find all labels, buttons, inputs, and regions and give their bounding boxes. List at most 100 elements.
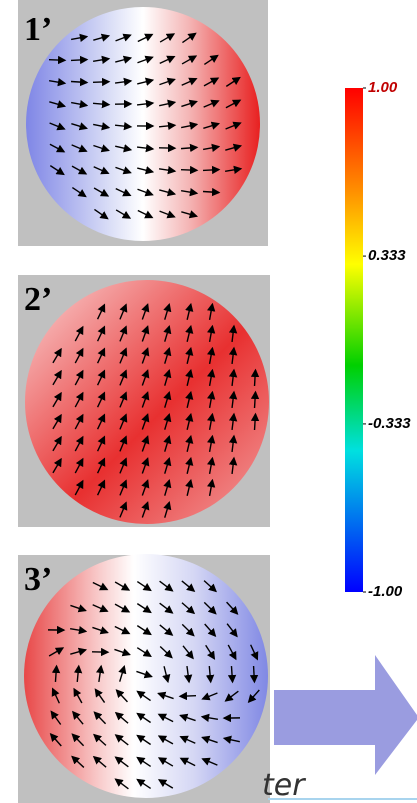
colorbar-label: 0.333 [368, 247, 406, 264]
vector [119, 369, 128, 386]
vector [49, 165, 65, 176]
vector [182, 645, 194, 660]
colorbar-label: 1.00 [368, 79, 398, 96]
vector [225, 99, 242, 109]
disk [24, 554, 268, 798]
vector [158, 121, 177, 131]
vector [70, 647, 88, 656]
vector [201, 735, 218, 744]
vector [74, 391, 84, 408]
vector [181, 623, 195, 637]
vector [114, 581, 131, 591]
vector [93, 187, 110, 197]
vector [181, 602, 196, 615]
vector [71, 165, 88, 175]
vector [114, 778, 129, 790]
vector [48, 78, 67, 87]
vector [74, 435, 84, 452]
vector [163, 478, 172, 496]
vector [228, 456, 238, 475]
vector [70, 604, 87, 613]
vector [228, 412, 238, 431]
vector [183, 665, 193, 684]
vector [69, 626, 88, 635]
vector [207, 478, 216, 496]
vector [185, 434, 194, 452]
vector [92, 604, 109, 613]
vector [141, 325, 150, 342]
vector [137, 55, 154, 64]
vector [48, 55, 67, 65]
vector [115, 166, 132, 175]
vector [249, 665, 259, 684]
vector [159, 624, 174, 636]
vector [207, 368, 216, 386]
vector [207, 346, 216, 364]
vector [93, 144, 110, 153]
vector [157, 757, 174, 767]
vector [207, 302, 216, 320]
vector [114, 77, 133, 87]
colorbar-label: -0.333 [368, 415, 411, 432]
vector [181, 77, 198, 86]
vector [93, 33, 111, 42]
vector [136, 647, 152, 658]
vector [159, 99, 177, 108]
vector [92, 755, 107, 768]
vector [141, 501, 150, 518]
caption-fragment: ter [262, 768, 306, 803]
vector [200, 713, 219, 722]
vector [202, 187, 221, 197]
vector [49, 732, 62, 747]
vector [74, 325, 84, 342]
vector [115, 55, 133, 64]
vector [51, 687, 60, 704]
vector [163, 412, 172, 430]
vector [202, 165, 221, 175]
vector [159, 55, 176, 65]
vector [159, 580, 174, 592]
vector [228, 434, 238, 453]
vector [207, 390, 216, 408]
vector [52, 347, 62, 364]
panel-label: 1’ [24, 11, 52, 48]
vector [119, 303, 128, 320]
vector [203, 99, 220, 108]
vector [74, 347, 84, 364]
vector [96, 413, 106, 430]
vector [136, 690, 151, 702]
vector [96, 325, 106, 342]
vector [119, 325, 128, 342]
vector [114, 648, 131, 657]
vector [74, 457, 84, 474]
vector [52, 369, 62, 386]
vector [96, 435, 106, 452]
vector [179, 713, 196, 722]
vector [163, 302, 172, 320]
vector [92, 626, 109, 635]
vector [141, 369, 150, 386]
vector [73, 664, 83, 683]
vector [136, 756, 152, 768]
vector [157, 713, 174, 723]
vector [96, 369, 106, 386]
vector [137, 188, 154, 197]
vector [70, 55, 89, 65]
vector [115, 209, 132, 219]
vector [74, 413, 84, 430]
vector [93, 733, 107, 746]
vector [119, 413, 128, 430]
vector [114, 756, 129, 768]
colorbar-label: -1.00 [368, 583, 403, 600]
vector [159, 77, 176, 86]
vector [119, 479, 128, 496]
vector [225, 143, 243, 152]
vector [158, 165, 177, 175]
vector [93, 711, 107, 725]
vector [136, 99, 155, 109]
vector [119, 435, 128, 452]
vector [181, 580, 196, 592]
vector [49, 143, 66, 153]
vector [203, 601, 217, 615]
vector [201, 692, 218, 701]
